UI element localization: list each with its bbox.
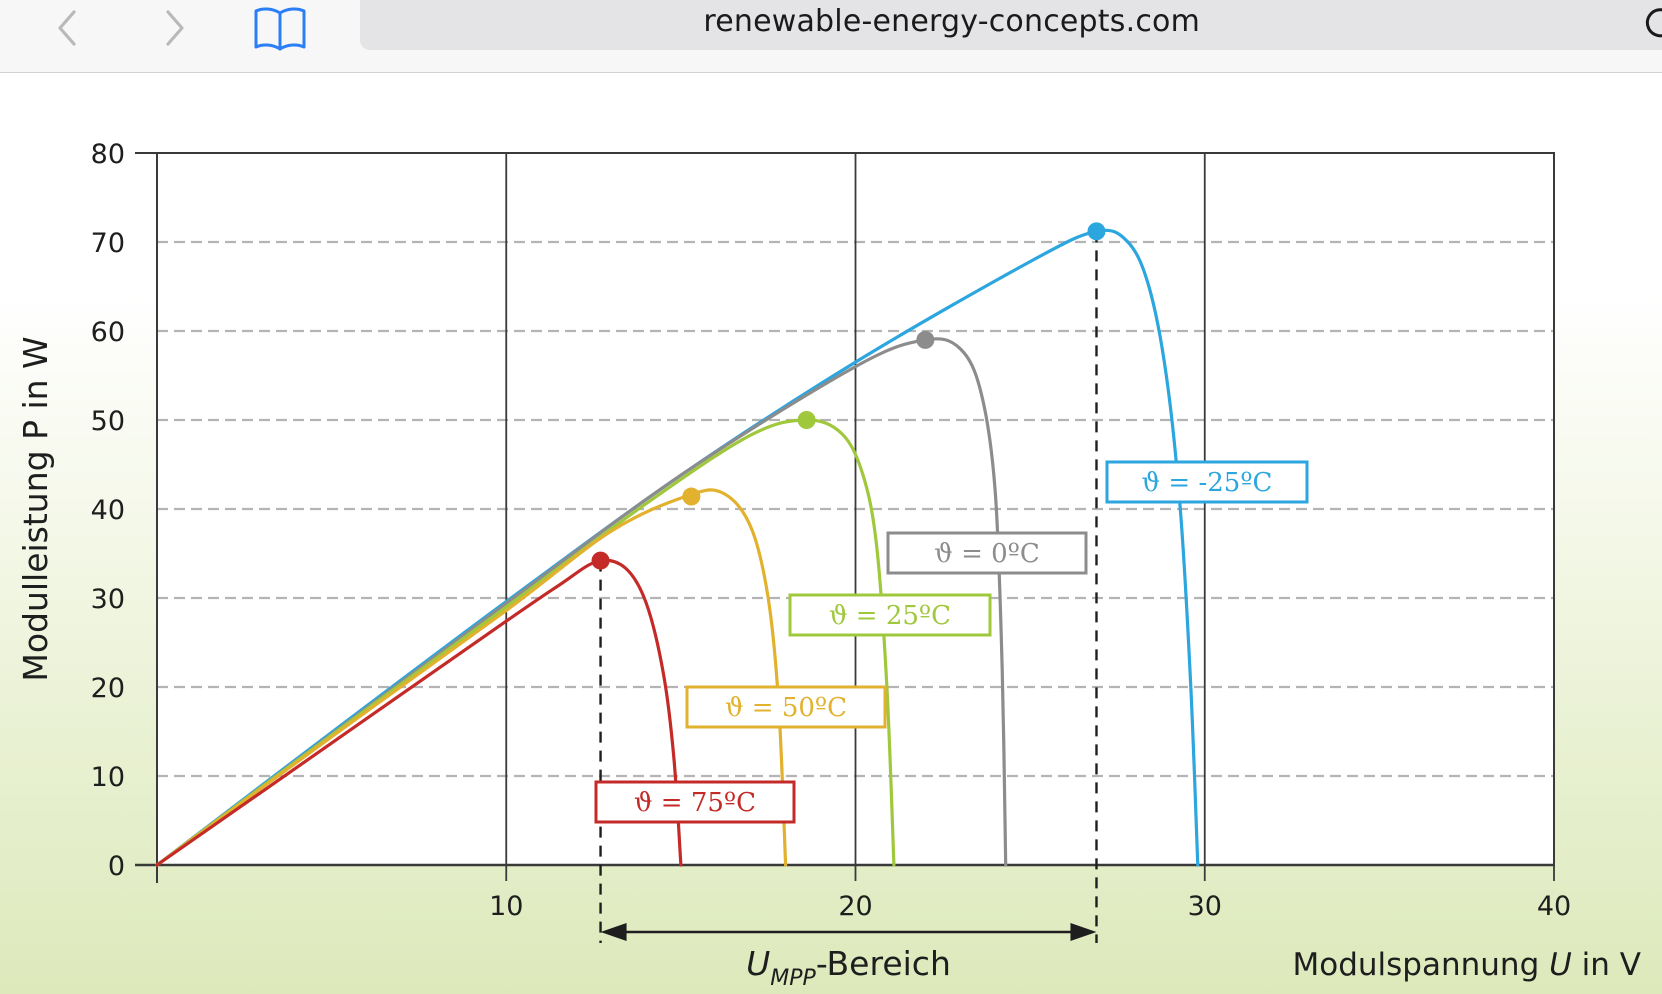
- series-label-text: ϑ = 50ºC: [725, 693, 847, 723]
- chevron-right-icon: [166, 10, 184, 46]
- y-tick-label: 60: [91, 317, 125, 348]
- chevron-left-icon: [58, 10, 76, 46]
- series-line: [155, 228, 1200, 867]
- series-label-text: ϑ = 0ºC: [934, 539, 1040, 569]
- browser-toolbar: renewable-energy-concepts.com: [0, 0, 1662, 73]
- y-tick-label: 10: [91, 762, 125, 793]
- mpp-points: [591, 222, 1106, 570]
- y-tick-labels: 0 10 20 30 40 50 60 70 80: [91, 139, 125, 882]
- reload-icon[interactable]: [1640, 2, 1662, 42]
- y-tick-label: 20: [91, 673, 125, 704]
- x-tick-label: 40: [1537, 891, 1571, 922]
- umpp-arrow-head-right: [1070, 923, 1097, 941]
- mpp-point: [1087, 222, 1106, 241]
- y-tick-label: 40: [91, 495, 125, 526]
- series-label-text: ϑ = 75ºC: [634, 788, 756, 818]
- address-bar[interactable]: renewable-energy-concepts.com: [360, 0, 1662, 50]
- y-tick-label: 0: [108, 851, 125, 882]
- umpp-subscript: MPP: [770, 966, 816, 991]
- x-axis-label: Modulspannung U in V: [1293, 947, 1642, 983]
- series-label-box: [788, 593, 992, 637]
- y-tick-label: 50: [91, 406, 125, 437]
- forward-button[interactable]: [152, 6, 196, 50]
- mpp-point: [797, 411, 816, 429]
- x-tick-label: 30: [1188, 891, 1222, 922]
- x-axis-label-part: U: [1549, 947, 1572, 983]
- umpp-arrow-head-left: [600, 923, 627, 941]
- x-tick-labels: 10 20 30 40: [489, 865, 1571, 922]
- umpp-range-label: UMPP-Bereich: [746, 944, 951, 991]
- page-content: 0 10 20 30 40 50 60 70 80 10 20 30 40 ϑ = 75ºC ϑ = 5…: [0, 73, 1662, 994]
- series-label-box: [1105, 460, 1309, 504]
- x-axis-label-part: in V: [1572, 947, 1641, 983]
- mpp-lines: [599, 231, 1098, 943]
- back-button[interactable]: [46, 6, 90, 50]
- mpp-point: [916, 330, 935, 349]
- x-axis-label-text: Modulspannung U in V: [1293, 947, 1642, 983]
- power-voltage-chart: 0 10 20 30 40 50 60 70 80 10 20 30 40 ϑ = 75ºC ϑ = 5…: [16, 139, 1642, 991]
- url-text[interactable]: renewable-energy-concepts.com: [703, 4, 1200, 39]
- mpp-point: [682, 487, 701, 506]
- series-label-text: ϑ = -25ºC: [1142, 468, 1273, 498]
- series-label-text: ϑ = 25ºC: [829, 601, 951, 631]
- series-label-box: [594, 780, 796, 824]
- y-tick-label: 70: [91, 228, 125, 259]
- series-label-box: [886, 531, 1088, 575]
- series-label-box: [685, 685, 887, 729]
- x-tick-label: 10: [489, 891, 523, 922]
- y-axis-label: Modulleistung P in W: [16, 336, 55, 681]
- umpp-suffix: -Bereich: [816, 944, 951, 983]
- y-tick-label: 30: [91, 584, 125, 615]
- bookmarks-button[interactable]: [250, 6, 310, 51]
- x-axis-label-part: Modulspannung: [1293, 947, 1550, 983]
- book-icon: [254, 7, 306, 51]
- mpp-point: [591, 551, 610, 570]
- umpp-range: UMPP-Bereich: [600, 923, 1097, 991]
- umpp-u: U: [746, 944, 770, 983]
- series-labels: ϑ = 75ºC ϑ = 50ºC ϑ = 25ºC ϑ = 0ºC ϑ = -25ºC: [594, 460, 1309, 824]
- y-tick-label: 80: [91, 139, 125, 170]
- x-tick-label: 20: [838, 891, 872, 922]
